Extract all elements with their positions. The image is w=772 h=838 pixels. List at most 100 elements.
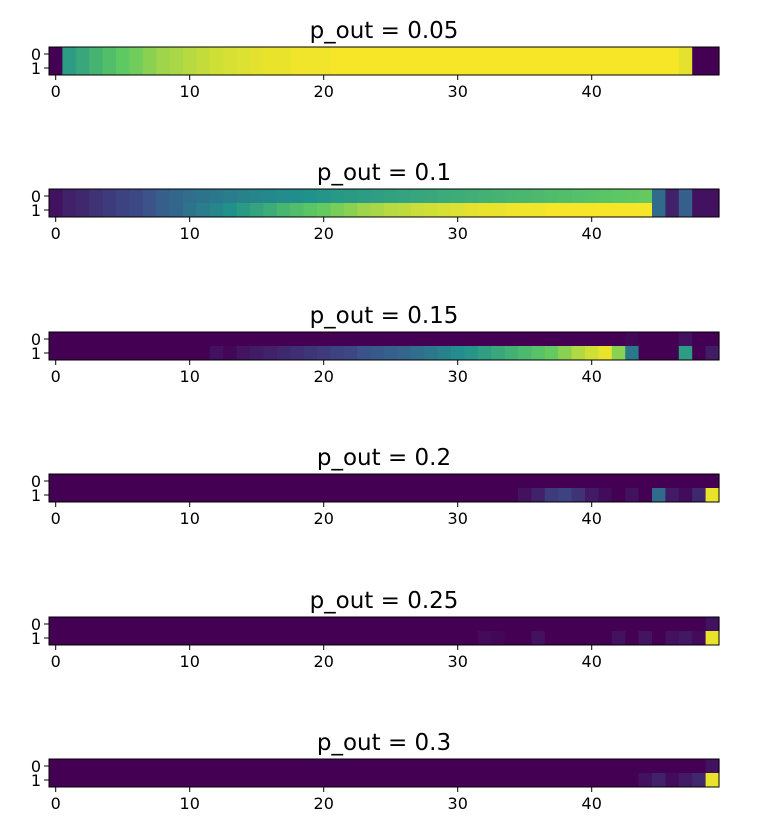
heatmap-panel-1: p_out = 0.05 0 10 20 30 40 01: [31, 18, 720, 101]
heatmap-cell: [625, 759, 640, 774]
heatmap-cell: [598, 332, 613, 347]
heatmap-cell: [384, 189, 398, 204]
heatmap-cell: [464, 474, 479, 489]
heatmap-cell: [156, 346, 171, 361]
heatmap-cell: [236, 759, 251, 774]
heatmap-cell: [370, 617, 385, 632]
x-tick-label: 20: [314, 794, 334, 813]
heatmap-cell: [263, 61, 278, 76]
heatmap-cell: [209, 61, 224, 76]
heatmap-cell: [638, 346, 653, 361]
heatmap-cell: [652, 203, 666, 218]
heatmap-cell: [129, 346, 144, 361]
heatmap-cell: [477, 203, 492, 218]
heatmap-cell: [303, 759, 318, 774]
heatmap-cell: [62, 61, 77, 76]
heatmap-cell: [209, 346, 224, 361]
panel-title: p_out = 0.25: [310, 588, 459, 614]
heatmap-cell: [585, 631, 599, 646]
heatmap-cell: [250, 474, 264, 489]
heatmap-cell: [196, 332, 211, 347]
heatmap-cell: [75, 773, 90, 788]
heatmap-cell: [183, 773, 197, 788]
heatmap-cell: [678, 346, 693, 361]
heatmap-cell: [397, 759, 412, 774]
heatmap-cell: [477, 346, 492, 361]
heatmap-cell: [156, 773, 171, 788]
heatmap-cell: [209, 474, 224, 489]
heatmap-cell: [410, 61, 425, 76]
heatmap-cell: [571, 61, 586, 76]
heatmap-cell: [705, 332, 720, 347]
heatmap-cell: [169, 332, 184, 347]
heatmap-cell: [370, 61, 385, 76]
heatmap-cell: [477, 759, 492, 774]
heatmap-cell: [357, 759, 372, 774]
heatmap-cell: [196, 189, 211, 204]
heatmap-cell: [183, 189, 197, 204]
heatmap-cell: [357, 474, 372, 489]
heatmap-cell: [223, 488, 238, 503]
heatmap-cell: [451, 759, 465, 774]
heatmap-cell: [692, 346, 707, 361]
heatmap-cell: [518, 631, 532, 646]
heatmap-cell: [142, 189, 157, 204]
heatmap-cell: [250, 773, 264, 788]
heatmap-cell: [169, 474, 184, 489]
heatmap-cell: [89, 773, 104, 788]
heatmap-cell: [250, 346, 264, 361]
x-tick-label: 40: [582, 509, 602, 528]
heatmap-cell: [343, 488, 358, 503]
heatmap-cell: [424, 474, 439, 489]
heatmap-cell: [317, 346, 331, 361]
heatmap-cell: [638, 631, 653, 646]
heatmap-cell: [49, 488, 63, 503]
heatmap-cell: [370, 488, 385, 503]
heatmap-cell: [263, 189, 278, 204]
heatmap-cell: [75, 61, 90, 76]
heatmap-cell: [156, 474, 171, 489]
heatmap-cell: [585, 773, 599, 788]
heatmap-cell: [89, 488, 104, 503]
heatmap-cell: [384, 773, 398, 788]
heatmap-cell: [437, 346, 452, 361]
heatmap-cell: [357, 617, 372, 632]
heatmap-cell: [652, 488, 666, 503]
x-tick-label: 10: [180, 652, 200, 671]
heatmap-cell: [196, 617, 211, 632]
heatmap-panel-3: p_out = 0.15 0 10 20 30 40 01: [31, 303, 720, 386]
heatmap-cell: [464, 759, 479, 774]
heatmap-cell: [585, 759, 599, 774]
heatmap-cell: [598, 617, 613, 632]
heatmap-cell: [343, 47, 358, 62]
heatmap-cell: [236, 773, 251, 788]
y-tick-label: 1: [31, 344, 41, 363]
heatmap-cell: [156, 617, 171, 632]
heatmap-cell: [625, 474, 640, 489]
heatmap-cell: [625, 346, 640, 361]
heatmap-cell: [491, 617, 506, 632]
heatmap-cell: [665, 61, 680, 76]
heatmap-cell: [397, 773, 412, 788]
heatmap-cell: [692, 759, 707, 774]
heatmap-cell: [491, 488, 506, 503]
heatmap-cell: [236, 617, 251, 632]
heatmap-cell: [464, 488, 479, 503]
axes-frame: [48, 188, 720, 218]
heatmap-cell: [451, 332, 465, 347]
axes-frame: [48, 46, 720, 76]
heatmap-cell: [678, 47, 693, 62]
heatmap-cell: [424, 61, 439, 76]
heatmap-cell: [196, 631, 211, 646]
heatmap-cell: [156, 759, 171, 774]
heatmap-cell: [183, 759, 197, 774]
heatmap-cell: [357, 47, 372, 62]
x-tick-label: 30: [448, 367, 468, 386]
heatmap-cell: [317, 773, 331, 788]
heatmap-cell: [89, 759, 104, 774]
heatmap-cell: [585, 61, 599, 76]
heatmap-cell: [196, 773, 211, 788]
heatmap-cell: [263, 759, 278, 774]
heatmap-cell: [518, 189, 532, 204]
heatmap-cell: [263, 203, 278, 218]
